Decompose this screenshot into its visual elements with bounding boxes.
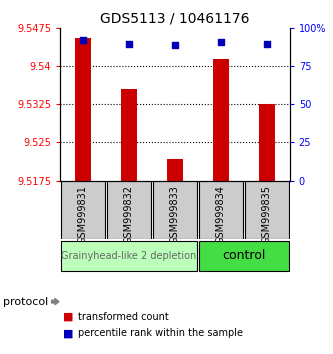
Text: GSM999831: GSM999831 <box>78 185 88 244</box>
FancyBboxPatch shape <box>61 241 197 271</box>
Point <box>264 41 269 46</box>
Bar <box>259 104 275 181</box>
Text: percentile rank within the sample: percentile rank within the sample <box>78 329 243 338</box>
Point <box>126 41 132 46</box>
Text: control: control <box>222 250 265 262</box>
FancyBboxPatch shape <box>245 181 289 239</box>
FancyBboxPatch shape <box>199 181 243 239</box>
Text: protocol: protocol <box>3 297 49 307</box>
Text: GSM999833: GSM999833 <box>170 185 180 244</box>
FancyBboxPatch shape <box>107 181 151 239</box>
Text: ■: ■ <box>63 329 74 338</box>
FancyBboxPatch shape <box>153 181 197 239</box>
Title: GDS5113 / 10461176: GDS5113 / 10461176 <box>100 12 249 26</box>
Bar <box>213 59 229 181</box>
Bar <box>121 89 137 181</box>
Text: GSM999834: GSM999834 <box>216 185 226 244</box>
FancyBboxPatch shape <box>199 241 289 271</box>
Bar <box>167 159 183 181</box>
Text: GSM999832: GSM999832 <box>124 185 134 244</box>
Text: GSM999835: GSM999835 <box>262 185 272 244</box>
Point <box>172 42 177 48</box>
Point <box>218 39 223 45</box>
Text: Grainyhead-like 2 depletion: Grainyhead-like 2 depletion <box>61 251 196 261</box>
Bar <box>75 39 91 181</box>
Text: ■: ■ <box>63 312 74 322</box>
Point <box>80 38 86 43</box>
FancyBboxPatch shape <box>61 181 105 239</box>
Text: transformed count: transformed count <box>78 312 169 322</box>
